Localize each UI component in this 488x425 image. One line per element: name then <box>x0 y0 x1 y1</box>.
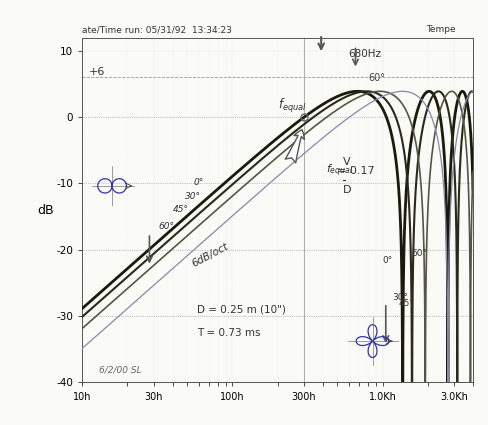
Text: 0°: 0° <box>383 256 393 265</box>
Text: Tempe: Tempe <box>426 26 456 34</box>
Text: V: V <box>344 157 351 167</box>
Text: 60°: 60° <box>369 73 386 82</box>
Text: 6/2/00 SL: 6/2/00 SL <box>100 366 142 374</box>
Text: T = 0.73 ms: T = 0.73 ms <box>197 328 261 338</box>
Text: 45°: 45° <box>398 299 414 308</box>
Text: 0°: 0° <box>193 178 203 187</box>
Text: +6: +6 <box>88 67 105 77</box>
Text: ate/Time run: 05/31/92  13:34:23: ate/Time run: 05/31/92 13:34:23 <box>82 26 232 34</box>
Y-axis label: dB: dB <box>37 204 54 216</box>
Text: 30°: 30° <box>184 192 201 201</box>
Text: = 0.17: = 0.17 <box>337 165 375 176</box>
Text: D: D <box>344 185 352 196</box>
Text: $f_{equal}$: $f_{equal}$ <box>326 163 353 179</box>
Text: D = 0.25 m (10"): D = 0.25 m (10") <box>197 305 286 315</box>
Text: 60°: 60° <box>411 249 427 258</box>
Text: 6dB/oct: 6dB/oct <box>190 241 230 268</box>
Text: 60°: 60° <box>158 221 174 231</box>
Text: 45°: 45° <box>173 205 189 214</box>
Text: 30°: 30° <box>392 292 408 302</box>
Text: $f_{equal}$: $f_{equal}$ <box>278 96 306 115</box>
Text: 680Hz: 680Hz <box>349 49 382 60</box>
